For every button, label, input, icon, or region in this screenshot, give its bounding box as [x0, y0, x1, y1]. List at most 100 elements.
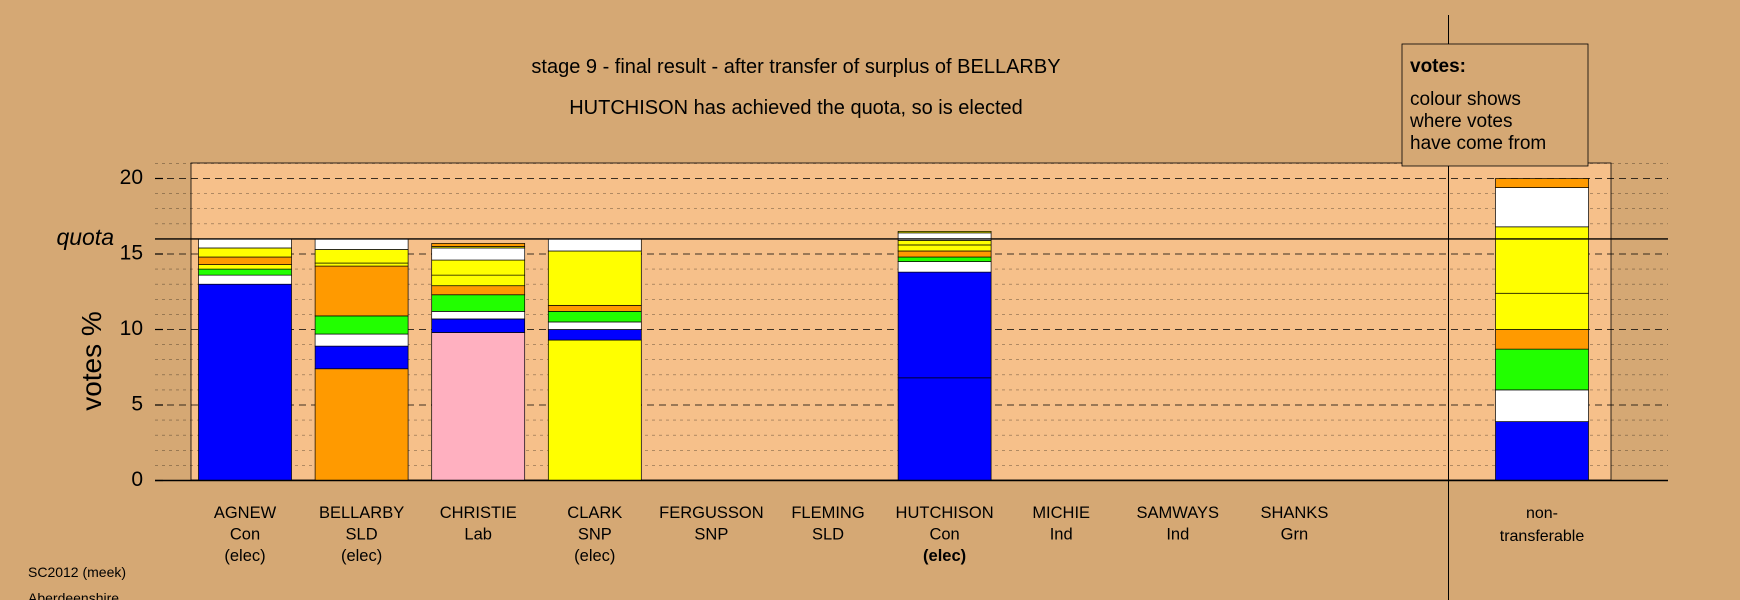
bar-segment [897, 240, 992, 246]
bar-segment [431, 285, 526, 296]
bar-segment [1495, 292, 1589, 330]
bar-segment [897, 377, 992, 481]
bar-segment [431, 247, 526, 261]
bar-segment [1495, 389, 1589, 422]
candidate-status-label: (elec) [574, 547, 615, 565]
y-tick-label: 10 [120, 317, 143, 340]
candidate-party-label: SLD [346, 526, 378, 544]
candidate-status-label: (elec) [224, 547, 265, 565]
candidate-party-label: SLD [812, 526, 844, 544]
y-axis-label: votes % [76, 311, 107, 411]
bar-segment [431, 318, 526, 333]
candidate-name-label: CHRISTIE [440, 504, 517, 522]
candidate-party-label: Con [929, 526, 959, 544]
chart-subtitle: HUTCHISON has achieved the quota, so is … [569, 97, 1023, 119]
bar-segment [1495, 421, 1589, 481]
bar-segment [198, 264, 292, 270]
bar-segment [314, 333, 409, 347]
y-tick-label: 15 [120, 242, 143, 265]
bar-segment [897, 271, 992, 379]
candidate-party-label: Grn [1281, 526, 1309, 544]
bar-segment [198, 238, 292, 249]
bar-segment [897, 250, 992, 258]
bar-segment [198, 283, 292, 481]
legend-title: votes: [1410, 56, 1466, 77]
bar-segment [547, 339, 642, 481]
bar-segment [1495, 226, 1589, 294]
non-transferable-label: transferable [1500, 528, 1585, 545]
bar-segment [547, 311, 642, 323]
bar-segment [314, 368, 409, 481]
candidate-name-label: CLARK [567, 504, 622, 522]
footer-area: Aberdeenshire [28, 590, 119, 600]
candidate-name-label: SHANKS [1260, 504, 1328, 522]
candidate-name-label: FERGUSSON [659, 504, 764, 522]
bar-segment [897, 261, 992, 273]
bar-segment [547, 321, 642, 330]
bar-segment [431, 274, 526, 287]
quota-label: quota [56, 224, 114, 250]
candidate-party-label: Con [230, 526, 260, 544]
bar-clark [547, 238, 642, 481]
bar-segment [431, 311, 526, 320]
candidate-name-label: MICHIE [1032, 504, 1090, 522]
bar-segment [1495, 187, 1589, 228]
bar-segment [547, 250, 642, 306]
candidate-status-label: (elec) [341, 547, 382, 565]
bar-segment [1495, 329, 1589, 350]
bar-segment [897, 256, 992, 262]
legend-line: where votes [1409, 111, 1512, 132]
bar-agnew [198, 238, 292, 481]
legend-line: colour shows [1410, 89, 1521, 110]
candidate-name-label: SAMWAYS [1137, 504, 1220, 522]
y-tick-label: 5 [131, 393, 143, 416]
candidate-party-label: Lab [464, 526, 492, 544]
candidate-party-label: Ind [1050, 526, 1073, 544]
candidate-status-label: (elec) [923, 547, 966, 565]
bar-segment [431, 243, 526, 247]
footer-source: SC2012 (meek) [28, 564, 126, 580]
bar-segment [547, 238, 642, 252]
bar-segment [198, 256, 292, 265]
candidate-party-label: SNP [578, 526, 612, 544]
candidate-name-label: AGNEW [214, 504, 277, 522]
bar-bellarby [314, 238, 409, 481]
bar-christie [431, 243, 526, 481]
candidate-party-label: SNP [694, 526, 728, 544]
chart-title: stage 9 - final result - after transfer … [531, 56, 1060, 78]
candidate-name-label: FLEMING [791, 504, 864, 522]
y-axis: 0 5 10 15 20 [120, 166, 163, 491]
bar-hutchison [897, 231, 992, 481]
candidate-name-label: HUTCHISON [896, 504, 994, 522]
bar-segment [1495, 348, 1589, 391]
bar-segment [314, 265, 409, 317]
bar-segment [1495, 178, 1589, 188]
bar-segment [198, 268, 292, 276]
bar-segment [198, 247, 292, 258]
bar-segment [314, 345, 409, 370]
bar-segment [431, 259, 526, 276]
bar-segment [314, 315, 409, 335]
candidate-name-label: BELLARBY [319, 504, 404, 522]
bar-segment [547, 304, 642, 312]
bar-segment [198, 274, 292, 285]
bar-segment [314, 238, 409, 250]
bar-segment [314, 249, 409, 264]
bar-segment [431, 294, 526, 312]
bar-non-transferable [1495, 178, 1589, 481]
y-tick-label: 20 [120, 166, 143, 189]
bar-segment [431, 332, 526, 481]
bar-segment [897, 244, 992, 252]
candidate-party-label: Ind [1166, 526, 1189, 544]
legend-box: votes: colour shows where votes have com… [1401, 43, 1589, 167]
non-transferable-label: non- [1526, 505, 1558, 522]
bar-segment [547, 329, 642, 341]
bars [198, 178, 1589, 481]
legend-line: have come from [1410, 133, 1546, 154]
bar-segment [897, 231, 992, 234]
legend-frame [1401, 43, 1589, 167]
y-tick-label: 0 [131, 468, 143, 491]
x-axis-labels: AGNEW Con (elec) BELLARBY SLD (elec) CHRISTIE L… [214, 504, 1585, 565]
bar-segment [314, 262, 409, 267]
